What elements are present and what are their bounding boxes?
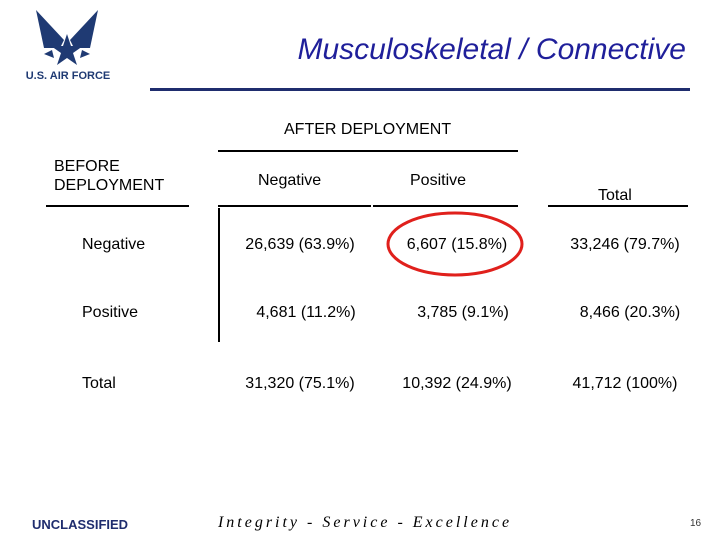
column-rule-negative — [218, 205, 371, 207]
column-header-total: Total — [598, 187, 632, 204]
column-rule-positive — [373, 205, 518, 207]
cell-total-total: 41,712 (100%) — [572, 375, 678, 392]
row-label-total: Total — [82, 375, 116, 392]
highlight-ellipse — [386, 211, 524, 277]
row-group-rule — [46, 205, 189, 207]
column-header-positive: Positive — [410, 172, 467, 189]
page-number: 16 — [690, 518, 702, 529]
cell-pos-pos: 3,785 (9.1%) — [417, 304, 509, 321]
cell-total-pos: 10,392 (24.9%) — [402, 375, 512, 392]
classification-label: UNCLASSIFIED — [32, 517, 129, 532]
footer-motto: Integrity - Service - Excellence — [217, 514, 513, 531]
air-force-logo-icon — [36, 10, 98, 65]
table-vertical-divider — [218, 208, 220, 342]
row-group-label-line1: BEFORE — [54, 158, 120, 175]
page-title: Musculoskeletal / Connective — [297, 33, 686, 66]
row-label-positive: Positive — [82, 304, 139, 321]
cell-neg-neg: 26,639 (63.9%) — [245, 236, 355, 253]
logo-wordmark: U.S. AIR FORCE — [25, 70, 111, 82]
column-group-rule — [218, 150, 518, 152]
cell-total-neg: 31,320 (75.1%) — [245, 375, 355, 392]
cell-pos-total: 8,466 (20.3%) — [579, 304, 681, 321]
column-rule-total — [548, 205, 688, 207]
column-header-negative: Negative — [258, 172, 322, 189]
column-group-label: AFTER DEPLOYMENT — [284, 121, 452, 138]
header-rule — [150, 88, 690, 91]
row-label-negative: Negative — [82, 236, 146, 253]
cell-pos-neg: 4,681 (11.2%) — [256, 304, 356, 321]
cell-neg-pos: 6,607 (15.8%) — [406, 236, 508, 253]
row-group-label-line2: DEPLOYMENT — [54, 177, 165, 194]
cell-neg-total: 33,246 (79.7%) — [570, 236, 680, 253]
